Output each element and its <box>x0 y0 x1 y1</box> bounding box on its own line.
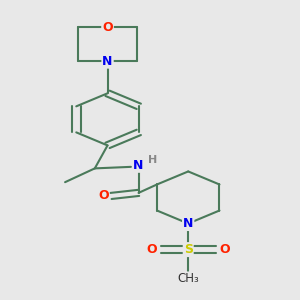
Text: O: O <box>220 243 230 256</box>
Text: N: N <box>133 159 144 172</box>
Text: N: N <box>102 55 113 68</box>
Text: CH₃: CH₃ <box>177 272 199 285</box>
Text: O: O <box>102 21 113 34</box>
Text: O: O <box>98 190 109 202</box>
Text: S: S <box>184 243 193 256</box>
Text: O: O <box>146 243 157 256</box>
Text: H: H <box>148 155 158 165</box>
Text: N: N <box>183 217 194 230</box>
